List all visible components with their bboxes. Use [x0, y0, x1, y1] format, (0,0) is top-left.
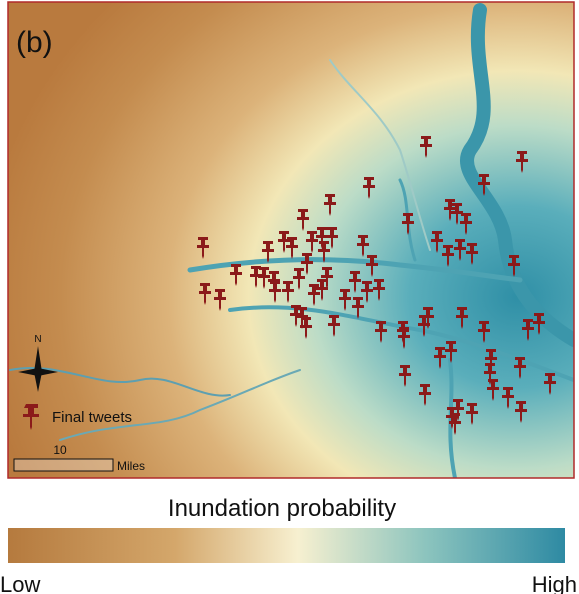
page: (b) N Final tweets 10 Miles Inundation p… — [0, 0, 579, 594]
colorbar-title: Inundation probability — [168, 495, 396, 522]
north-label: N — [34, 334, 41, 345]
colorbar-high: High — [532, 572, 577, 594]
scale-distance: 10 — [53, 443, 67, 457]
panel-label: (b) — [16, 26, 53, 59]
colorbar — [8, 528, 565, 563]
legend-label: Final tweets — [52, 409, 132, 426]
map — [8, 2, 574, 478]
scale-unit: Miles — [117, 459, 145, 473]
colorbar-low: Low — [0, 572, 40, 594]
scale-rect — [14, 459, 113, 471]
